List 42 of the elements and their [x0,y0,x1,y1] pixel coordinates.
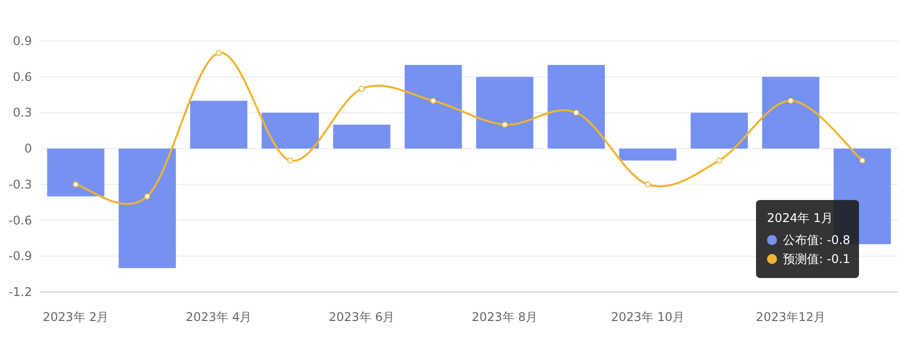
bar [190,100,248,149]
bar [404,64,462,149]
x-tick-label: 2023年 8月 [472,310,538,324]
x-tick-label: 2023年12月 [756,310,826,324]
point [287,158,294,164]
point [573,110,580,116]
point [502,122,508,128]
point [788,98,794,104]
bar [47,148,104,196]
y-tick-label: -0.6 [8,213,32,228]
x-tick-label: 2023年 2月 [42,310,109,324]
y-tick-label: 0.6 [12,70,32,84]
point [716,158,722,164]
legend-label: 公布值 [783,233,819,247]
bar [548,64,605,149]
y-tick-label: -0.9 [8,249,32,264]
point [644,181,651,188]
point [216,50,222,56]
bar [619,148,676,161]
x-tick-label: 2023年 6月 [328,310,395,324]
x-tick-label: 2023年 4月 [186,310,252,324]
annotation: : -0.8 [819,233,850,247]
y-tick-label: 0.3 [12,106,32,120]
point [430,98,436,104]
y-tick-label: 0.9 [12,34,32,48]
y-tick-label: -1.2 [8,285,32,299]
bar [262,112,319,149]
bar [118,148,176,268]
point [358,86,365,92]
point [859,158,866,164]
point [72,181,79,188]
bar [333,124,390,149]
annotation: : -0.1 [819,252,850,266]
y-tick-label: -0.3 [8,177,32,192]
y-tick-label: 0 [24,142,32,156]
legend-label: 预测值 [783,252,819,266]
bar [476,76,534,149]
bar [690,112,748,149]
point [144,193,150,200]
x-tick-label: 2023年 10月 [610,310,685,324]
bar [762,76,820,149]
legend-title: 2024年 1月 [767,211,833,225]
